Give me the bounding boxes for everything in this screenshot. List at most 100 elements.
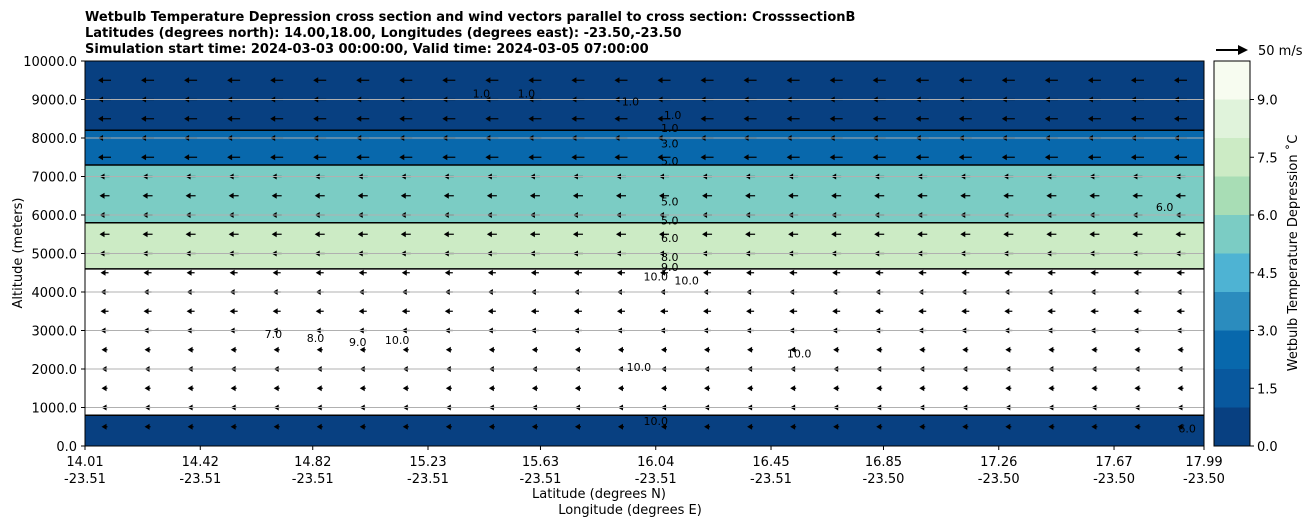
wind-arrow	[915, 154, 929, 161]
contour-lines	[85, 129, 1204, 416]
wind-arrow	[101, 423, 108, 430]
wind-arrow-head	[743, 115, 749, 122]
wind-arrow	[660, 269, 669, 276]
wind-arrow-head	[187, 423, 193, 430]
wind-arrow-head	[531, 346, 537, 353]
wind-arrow-head	[488, 346, 494, 353]
wind-arrow-head	[615, 231, 621, 238]
y-tick-label: 9000.0	[32, 94, 78, 109]
wind-arrow	[571, 154, 585, 161]
wind-arrow	[143, 269, 152, 276]
wind-arrow-head	[141, 115, 147, 122]
wind-arrow-head	[1177, 346, 1183, 353]
wind-arrow	[99, 231, 110, 238]
wind-arrow-head	[273, 423, 279, 430]
wind-arrow-head	[660, 269, 666, 276]
wind-arrow-head	[358, 269, 364, 276]
wind-arrow-head	[915, 154, 921, 161]
wind-arrow-head	[315, 308, 321, 315]
x-tick-label-lon: -23.51	[635, 472, 677, 487]
wind-arrow	[1087, 154, 1101, 161]
y-tick-label: 1000.0	[32, 402, 78, 417]
wind-arrow-head	[743, 77, 749, 84]
wind-arrow-head	[99, 192, 105, 199]
wind-arrow	[442, 77, 456, 84]
contour-label: 6.0	[661, 232, 679, 245]
contour-label: 10.0	[385, 334, 410, 347]
wind-arrow-head	[702, 192, 708, 199]
wind-arrow	[1004, 308, 1013, 315]
wind-arrow-head	[958, 154, 964, 161]
wind-arrow-head	[788, 192, 794, 199]
wind-arrow	[270, 154, 284, 161]
wind-arrow	[617, 346, 624, 353]
wind-arrow	[614, 77, 628, 84]
wind-arrow	[485, 77, 499, 84]
wind-arrow	[227, 154, 241, 161]
wind-arrow	[875, 269, 884, 276]
wind-arrow-head	[186, 269, 192, 276]
wind-arrow	[316, 346, 323, 353]
x-tick-label-lon: -23.51	[520, 472, 562, 487]
wind-arrow-head	[919, 423, 925, 430]
wind-arrow-head	[1177, 385, 1183, 392]
wind-arrow-head	[661, 385, 667, 392]
wind-arrow-head	[442, 115, 448, 122]
wind-arrow	[573, 308, 582, 315]
wind-arrow	[747, 385, 754, 392]
wind-arrow-head	[1173, 154, 1179, 161]
title-line-2: Latitudes (degrees north): 14.00,18.00, …	[85, 26, 682, 41]
wind-arrow	[98, 115, 112, 122]
wind-arrow	[919, 385, 926, 392]
wind-arrow	[401, 308, 410, 315]
colorbar-swatch	[1214, 407, 1250, 446]
wind-arrow-head	[272, 269, 278, 276]
wind-arrow	[1004, 269, 1013, 276]
wind-arrow	[962, 346, 969, 353]
colorbar-swatch	[1214, 215, 1250, 254]
wind-key-arrowhead	[1238, 45, 1248, 55]
wind-arrow-head	[915, 77, 921, 84]
wind-arrow	[743, 154, 757, 161]
wind-arrow-head	[617, 385, 623, 392]
chart-title: Wetbulb Temperature Depression cross sec…	[85, 10, 855, 57]
wind-arrow	[831, 231, 842, 238]
y-tick-label: 10000.0	[23, 55, 77, 70]
plot-area: 1.0 1.01.01.01.03.05.05.05.06.08.09.010.0…	[84, 60, 1205, 447]
wind-arrow	[229, 308, 238, 315]
wind-arrow-head	[1004, 308, 1010, 315]
wind-arrow-head	[272, 308, 278, 315]
x-tick-label-lon: -23.50	[1093, 472, 1135, 487]
wind-arrow-head	[443, 231, 449, 238]
wind-arrow	[531, 423, 538, 430]
wind-arrow	[359, 423, 366, 430]
wind-arrow-head	[1130, 77, 1136, 84]
x-tick-label-lon: -23.51	[407, 472, 449, 487]
wind-arrow-head	[313, 154, 319, 161]
wind-arrow	[313, 77, 327, 84]
wind-arrow	[488, 346, 495, 353]
wind-arrow	[704, 346, 711, 353]
wind-arrow	[1134, 385, 1141, 392]
wind-arrow-head	[227, 115, 233, 122]
wind-arrow-head	[1134, 423, 1140, 430]
wind-arrow-head	[1176, 269, 1182, 276]
y-tick-label: 5000.0	[32, 248, 78, 263]
wind-arrow	[659, 192, 670, 199]
colorbar-tick-label: 9.0	[1257, 94, 1278, 109]
wind-arrow-head	[1047, 269, 1053, 276]
wind-arrow-head	[962, 423, 968, 430]
wind-arrow-head	[1175, 231, 1181, 238]
wind-arrow-head	[1130, 115, 1136, 122]
wind-arrow-head	[1001, 77, 1007, 84]
colorbar-swatch	[1214, 176, 1250, 215]
x-axis-label-secondary: Longitude (degrees E)	[558, 503, 702, 518]
wind-arrow	[574, 385, 581, 392]
wind-arrow	[270, 77, 284, 84]
wind-arrow-head	[704, 385, 710, 392]
wind-arrow-head	[229, 269, 235, 276]
contour-label: 1.0	[473, 88, 491, 101]
wind-arrow-head	[186, 308, 192, 315]
wind-arrow-head	[98, 115, 104, 122]
wind-arrow-head	[703, 269, 709, 276]
